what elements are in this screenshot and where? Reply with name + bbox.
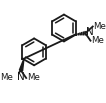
Text: Me: Me [93, 22, 106, 31]
Text: N: N [86, 28, 94, 37]
Polygon shape [19, 59, 24, 71]
Text: Me: Me [27, 74, 40, 83]
Text: N: N [17, 72, 25, 82]
Text: Me: Me [0, 74, 13, 83]
Text: Me: Me [91, 36, 104, 45]
